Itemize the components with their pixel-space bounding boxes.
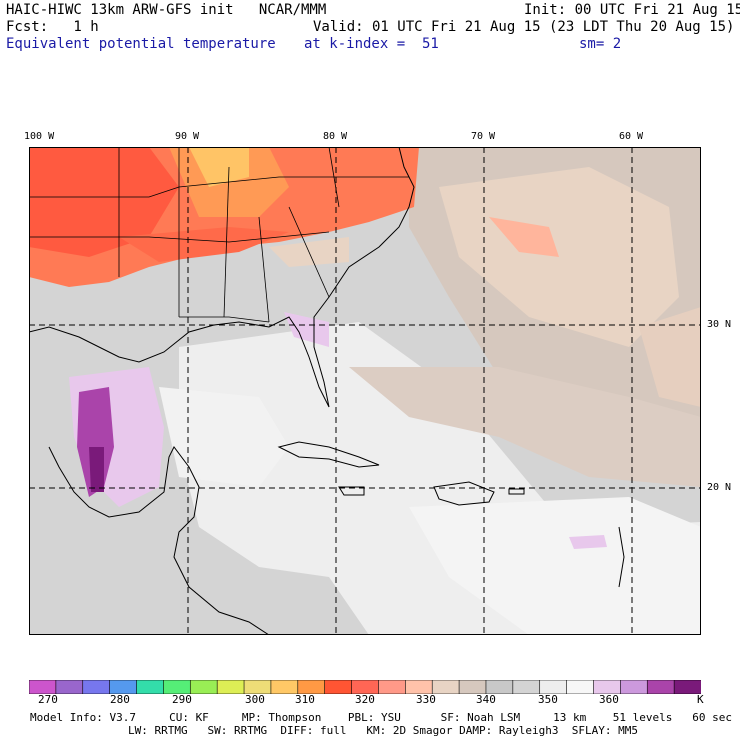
south-hot-zone [119, 227, 289, 262]
graticule [29, 147, 701, 635]
colorbar-segment [405, 680, 434, 694]
colorbar-label: 270 [38, 693, 58, 706]
florida-lavender-zone [284, 312, 329, 347]
colorbar-segment [593, 680, 622, 694]
valid-time: Valid: 01 UTC Fri 21 Aug 15 (23 LDT Thu … [313, 19, 735, 35]
colorbar-segment [136, 680, 165, 694]
model-title: HAIC-HIWC 13km ARW-GFS init NCAR/MMM [6, 2, 327, 18]
colorbar-segment [673, 680, 701, 694]
lat-label: 30 N [707, 319, 732, 330]
colorbar-segment [620, 680, 649, 694]
model-info-line-1: Model Info: V3.7 CU: KF MP: Thompson PBL… [30, 711, 732, 724]
colorbar-segment [539, 680, 568, 694]
state-borders [29, 147, 409, 323]
north-america-coastline [29, 147, 415, 408]
puerto-rico-coastline [508, 488, 525, 495]
colorbar-segment [109, 680, 138, 694]
colorbar-segment [431, 680, 460, 694]
colorbar-segment [270, 680, 299, 694]
mexico-central-america-coastline [48, 446, 270, 635]
lesser-antilles-coastline [618, 526, 625, 588]
colorbar-segment [351, 680, 380, 694]
lon-label: 90 W [175, 131, 200, 142]
lon-label: 80 W [323, 131, 348, 142]
lon-label: 70 W [471, 131, 496, 142]
colorbar-label: 290 [172, 693, 192, 706]
theta-e-map [29, 147, 701, 635]
lon-label: 60 W [619, 131, 644, 142]
colorbar-segment [55, 680, 84, 694]
colorbar-segment [646, 680, 675, 694]
east-peach-zone [639, 307, 701, 407]
map-frame [29, 147, 701, 635]
mexico-purple-zone [77, 387, 114, 497]
lat-label: 20 N [707, 482, 732, 493]
colorbar-segment [216, 680, 245, 694]
colorbar-segment [163, 680, 192, 694]
midwest-peak-zone [189, 147, 249, 187]
cuba-coastline [277, 441, 380, 468]
colorbar-segment [243, 680, 272, 694]
colorbar-label: 320 [355, 693, 375, 706]
jamaica-coastline [338, 486, 365, 496]
colorbar-segment [297, 680, 326, 694]
colorbar-label: 310 [295, 693, 315, 706]
colorbar-segment [324, 680, 353, 694]
smoothing: sm= 2 [579, 36, 622, 52]
init-time: Init: 00 UTC Fri 21 Aug 15 [524, 2, 740, 18]
colorbar-segment [512, 680, 541, 694]
mexico-deep-purple-zone [89, 447, 104, 492]
field-name: Equivalent potential temperature [6, 36, 276, 52]
colorbar-label: 300 [245, 693, 265, 706]
colorbar-segment [29, 680, 57, 694]
colorbar-label: 280 [110, 693, 130, 706]
colorbar-label: 330 [416, 693, 436, 706]
colorbar-unit: K [697, 693, 704, 706]
colorbar-segment [82, 680, 111, 694]
colorbar-segment [485, 680, 514, 694]
k-index: at k-index = 51 [304, 36, 439, 52]
colorbar-label: 340 [476, 693, 496, 706]
gulf-light-zone [159, 387, 289, 487]
model-info-line-2: LW: RRTMG SW: RRTMG DIFF: full KM: 2D Sm… [128, 724, 638, 737]
plains-hot-zone [29, 147, 179, 257]
lon-label: 100 W [24, 131, 55, 142]
subtropic-tan-zone [349, 367, 701, 487]
atlantic-salmon-patch [489, 217, 559, 257]
colorbar-segment [566, 680, 595, 694]
colorbar-label: 360 [599, 693, 619, 706]
forecast-hour: Fcst: 1 h [6, 19, 99, 35]
colorbar-segment [378, 680, 407, 694]
colorbar [29, 680, 701, 694]
hispaniola-coastline [433, 481, 495, 506]
colorbar-segment [458, 680, 487, 694]
colorbar-segment [189, 680, 218, 694]
colorbar-label: 350 [538, 693, 558, 706]
caribbean-lavender-patch [569, 535, 607, 549]
caribbean-light-zone [409, 497, 701, 635]
